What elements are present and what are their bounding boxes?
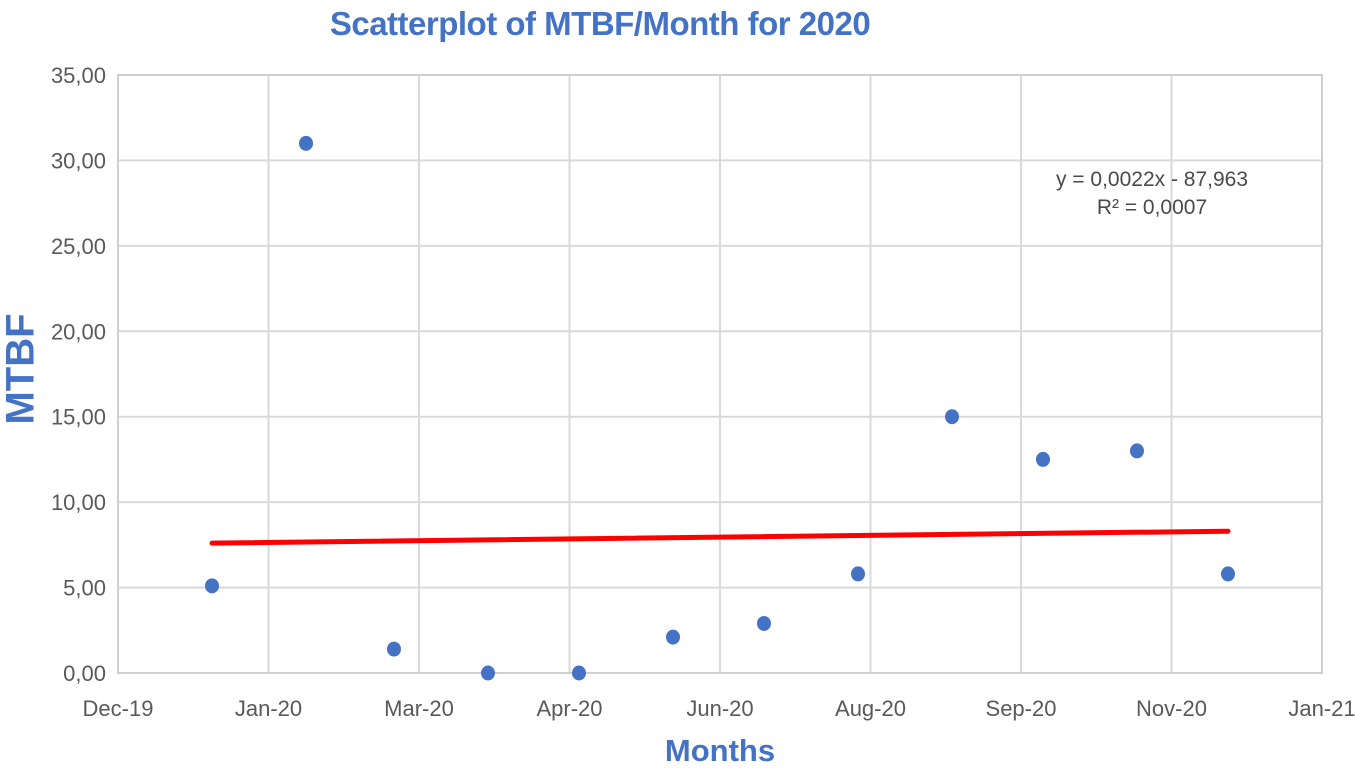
x-tick-label: Dec-19 — [83, 696, 154, 721]
x-axis-title: Months — [664, 733, 776, 768]
x-tick-label: Aug-20 — [835, 696, 906, 721]
chart-title: Scatterplot of MTBF/Month for 2020 — [329, 5, 871, 42]
trendline-equation: y = 0,0022x - 87,963 — [1055, 168, 1249, 191]
y-tick-label: 5,00 — [63, 576, 106, 601]
data-point — [850, 566, 865, 582]
y-tick-label: 25,00 — [51, 234, 106, 259]
trendline-r-squared: R² = 0,0007 — [1096, 196, 1208, 219]
plot-border — [117, 74, 1323, 674]
x-tick-label: Jan-20 — [235, 696, 302, 721]
data-point — [1220, 566, 1235, 582]
data-point — [665, 629, 680, 645]
trendline — [209, 528, 1231, 546]
data-point — [386, 641, 401, 657]
data-point — [571, 665, 586, 681]
data-point — [205, 578, 220, 594]
y-tick-label: 20,00 — [51, 319, 106, 344]
x-tick-label: Jun-20 — [686, 696, 753, 721]
x-tick-label: Mar-20 — [384, 696, 454, 721]
y-axis-title: MTBF — [0, 313, 43, 425]
trendline-annotation: y = 0,0022x - 87,963 R² = 0,0007 — [1020, 166, 1284, 222]
data-point — [480, 665, 495, 681]
x-tick-label: Nov-20 — [1136, 696, 1207, 721]
data-point — [756, 615, 771, 631]
y-tick-label: 30,00 — [51, 148, 106, 173]
data-point — [945, 409, 960, 425]
data-point — [299, 135, 314, 151]
x-tick-label: Sep-20 — [986, 696, 1057, 721]
data-point — [1130, 443, 1145, 459]
y-tick-label: 10,00 — [51, 490, 106, 515]
x-tick-label: Apr-20 — [536, 696, 602, 721]
data-point — [1035, 451, 1050, 467]
y-tick-label: 35,00 — [51, 63, 106, 88]
y-tick-label: 0,00 — [63, 661, 106, 686]
y-tick-label: 15,00 — [51, 405, 106, 430]
x-tick-label: Jan-21 — [1288, 696, 1355, 721]
